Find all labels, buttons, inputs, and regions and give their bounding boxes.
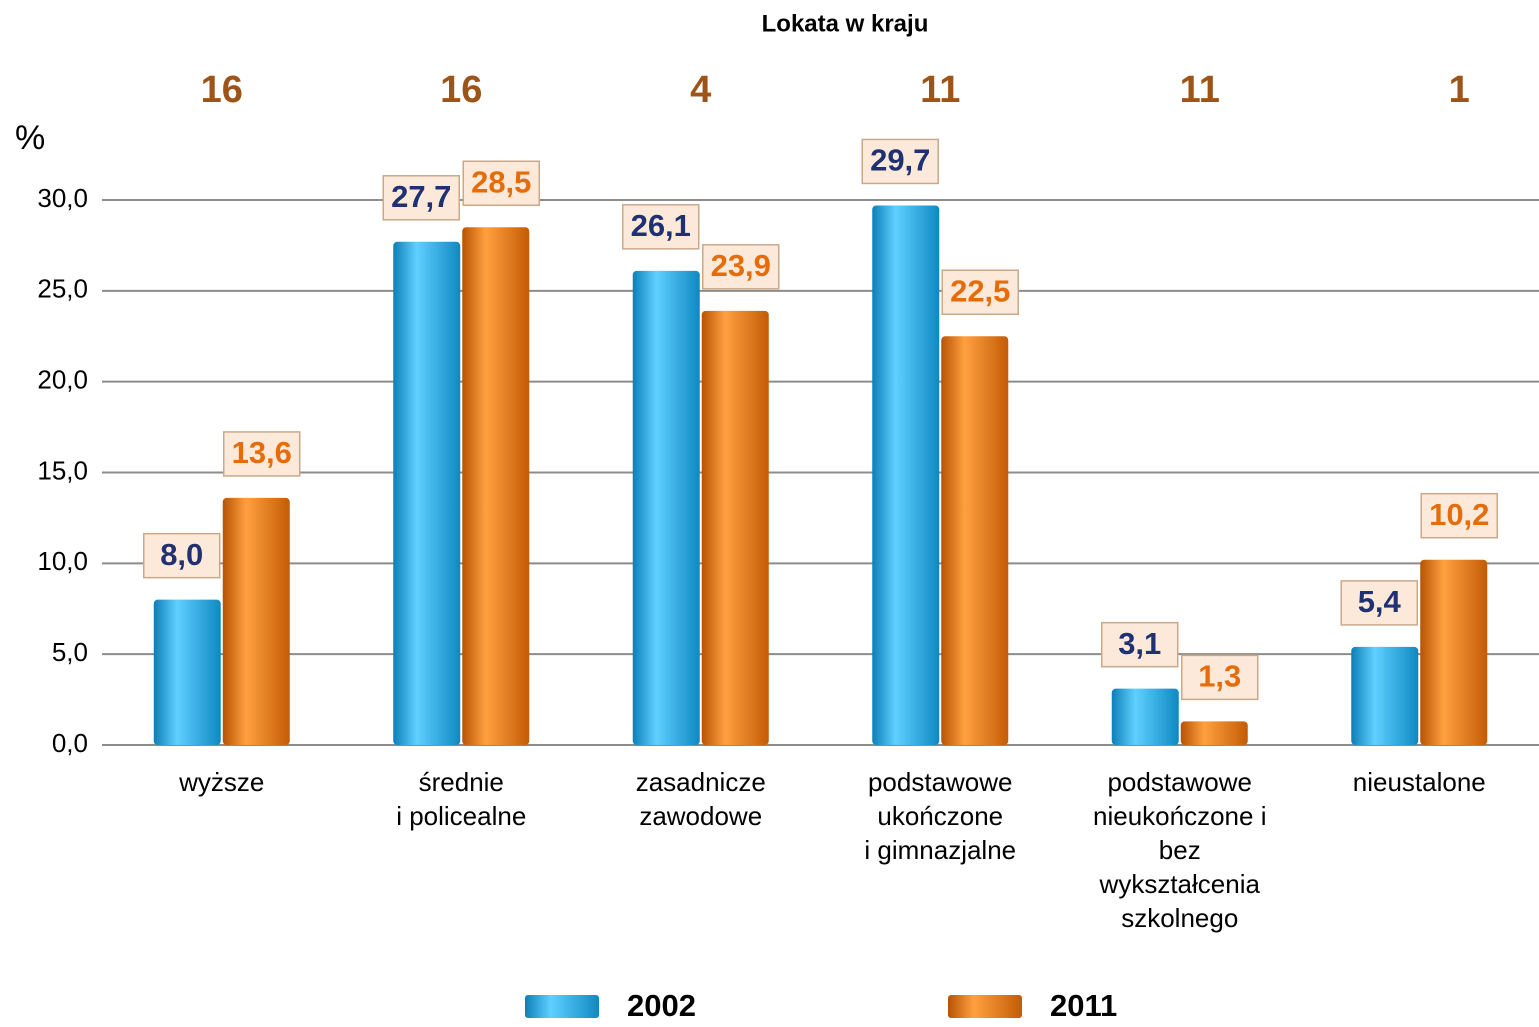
bar [941,336,1009,745]
rank-label: 1 [1449,69,1470,111]
value-label: 23,9 [711,248,771,283]
x-tick-label: podstawowe nieukończone i bez wykształce… [1093,767,1267,933]
value-label: 5,4 [1358,584,1402,619]
bar [632,270,700,745]
legend-swatch [948,995,1022,1018]
chart-title: Lokata w kraju [762,10,929,37]
bar [222,497,290,745]
rank-label: 16 [440,69,482,111]
bar [1351,646,1419,745]
value-label: 8,0 [160,537,203,572]
y-tick-label: 15,0 [37,455,88,485]
value-label-box [622,204,700,250]
bar [462,227,530,745]
y-tick-label: 5,0 [52,637,88,667]
value-label: 27,7 [391,179,451,214]
value-label-box [941,269,1019,315]
value-label: 22,5 [950,273,1010,308]
bar [1111,688,1179,745]
value-label: 26,1 [631,208,691,243]
legend-label: 2011 [1050,988,1117,1023]
value-label-box [1340,580,1418,626]
bar [153,599,221,745]
y-tick-label: 0,0 [52,728,88,758]
bar [393,241,461,746]
value-label-box [143,532,221,579]
value-label-box [1181,654,1259,701]
bar [701,310,769,745]
value-label-box [1420,492,1498,539]
value-label-box [382,175,460,221]
legend-swatch [525,995,599,1018]
x-tick-label: wyższe [179,767,265,797]
bar [1180,721,1248,745]
value-label: 28,5 [471,164,531,199]
rank-label: 11 [1180,69,1220,111]
value-label-box [1101,621,1179,668]
rank-label: 4 [690,69,711,111]
x-tick-label: średnie i policealne [396,767,527,831]
value-label-box [223,431,301,477]
y-tick-label: 10,0 [37,546,88,576]
x-tick-label: zasadnicze zawodowe [635,767,766,831]
y-tick-label: 25,0 [37,274,88,304]
x-tick-label: podstawowe ukończone i gimnazjalne [864,767,1017,865]
rank-label: 16 [201,69,243,111]
y-tick-label: 30,0 [37,183,88,213]
value-label-box [702,244,780,290]
y-axis-label: % [15,119,45,157]
value-label: 13,6 [232,435,292,470]
value-label: 10,2 [1429,497,1489,532]
value-label: 29,7 [870,143,930,178]
bar [872,205,940,745]
bar [1420,559,1488,745]
y-tick-label: 20,0 [37,365,88,395]
value-label-box [462,160,540,206]
value-label: 1,3 [1198,659,1241,694]
x-tick-label: nieustalone [1352,767,1486,797]
legend-label: 2002 [627,988,696,1023]
value-label-box [861,138,939,185]
rank-label: 11 [920,69,960,111]
value-label: 3,1 [1118,626,1161,661]
